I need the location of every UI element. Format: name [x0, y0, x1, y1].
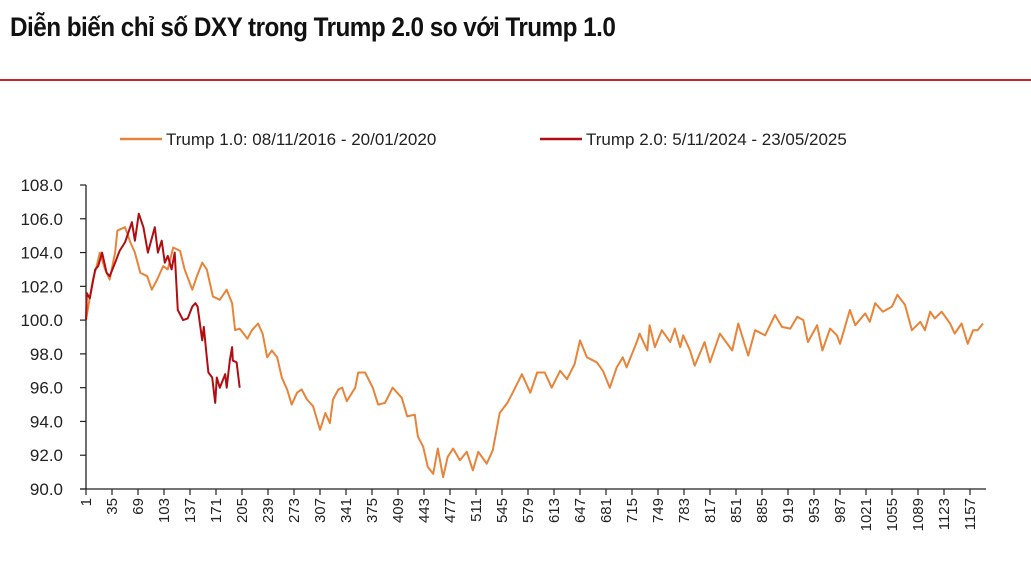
legend-label-trump-1: Trump 1.0: 08/11/2016 - 20/01/2020	[166, 130, 436, 149]
x-tick-label: 579	[520, 498, 537, 523]
x-tick-label: 749	[650, 498, 667, 523]
x-tick-label: 443	[416, 498, 433, 523]
y-tick-label: 100.0	[20, 311, 63, 330]
x-tick-label: 987	[832, 498, 849, 523]
x-tick-label: 1089	[910, 498, 927, 531]
x-tick-label: 1157	[962, 498, 979, 530]
legend: Trump 1.0: 08/11/2016 - 20/01/2020 Trump …	[120, 130, 847, 149]
y-tick-label: 94.0	[30, 412, 63, 431]
x-tick-label: 613	[546, 498, 563, 523]
x-tick-label: 851	[728, 498, 745, 523]
x-tick-label: 239	[260, 498, 277, 523]
y-tick-label: 90.0	[30, 480, 63, 499]
x-tick-label: 715	[624, 498, 641, 523]
x-tick-label: 171	[208, 498, 225, 523]
y-tick-label: 106.0	[20, 210, 63, 229]
x-tick-label: 953	[806, 498, 823, 523]
x-tick-label: 103	[156, 498, 173, 523]
y-tick-label: 104.0	[20, 244, 63, 263]
x-tick-label: 1123	[936, 498, 953, 530]
x-tick-label: 1	[78, 498, 95, 506]
x-tick-label: 511	[468, 498, 485, 522]
y-tick-label: 96.0	[30, 379, 63, 398]
y-tick-label: 92.0	[30, 446, 63, 465]
x-tick-label: 69	[130, 498, 147, 515]
x-tick-label: 205	[234, 498, 251, 523]
x-tick-label: 647	[572, 498, 589, 523]
x-tick-label: 307	[312, 498, 329, 523]
legend-label-trump-2: Trump 2.0: 5/11/2024 - 23/05/2025	[586, 130, 847, 149]
x-tick-label: 375	[364, 498, 381, 523]
y-tick-label: 108.0	[20, 176, 63, 195]
x-tick-label: 919	[780, 498, 797, 523]
y-tick-label: 102.0	[20, 277, 63, 296]
x-tick-label: 409	[390, 498, 407, 523]
series-line-trump-2	[85, 212, 241, 404]
x-tick-label: 1055	[884, 498, 901, 531]
series-line-trump-1	[85, 226, 984, 479]
series-lines	[85, 212, 984, 479]
x-tick-label: 817	[702, 498, 719, 523]
x-tick-label: 1021	[858, 498, 875, 531]
x-tick-label: 35	[104, 498, 121, 515]
x-tick-label: 545	[494, 498, 511, 523]
axes: 90.0 92.0 94.0 96.0 98.0 100.0 102.0 104.0 106.0…	[20, 176, 987, 531]
x-tick-label: 273	[286, 498, 303, 523]
y-tick-label: 98.0	[30, 345, 63, 364]
x-tick-label: 137	[182, 498, 199, 523]
x-tick-label: 885	[754, 498, 771, 523]
x-tick-label: 477	[442, 498, 459, 523]
x-tick-label: 783	[676, 498, 693, 523]
x-tick-label: 341	[338, 498, 355, 523]
title-divider	[0, 79, 1031, 81]
x-tick-label: 681	[598, 498, 615, 523]
chart-title: Diễn biến chỉ số DXY trong Trump 2.0 so …	[10, 12, 616, 42]
